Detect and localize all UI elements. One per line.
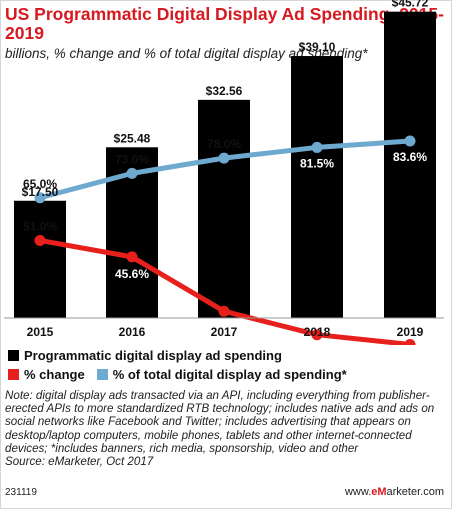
change-label-2015: 51.0%: [23, 219, 57, 233]
x-tick-2016: 2016: [119, 325, 146, 339]
change-label-2017: 27.8%: [207, 321, 241, 335]
share-point-2018: [311, 141, 323, 153]
combo-chart: $17.50 $25.48 $32.56 $39.10 $45.72 65.0% 73.0%…: [4, 0, 444, 345]
chart-id: 231119: [5, 487, 37, 498]
share-point-2016: [126, 167, 138, 179]
legend-swatch-change: [8, 369, 19, 380]
share-point-2017: [218, 152, 230, 164]
share-point-2019: [404, 135, 416, 147]
x-tick-2015: 2015: [27, 325, 54, 339]
change-point-2019: [404, 338, 416, 345]
x-tick-2017: 2017: [211, 325, 238, 339]
legend-row-2: % change % of total digital display ad s…: [8, 365, 448, 384]
brand-rest: arketer.com: [386, 486, 444, 498]
legend-label-bar: Programmatic digital display ad spending: [24, 348, 282, 363]
x-tick-labels: 2015 2016 2017 2018 2019: [27, 325, 424, 339]
bar-2015: [14, 200, 66, 318]
brand-link[interactable]: www.eMarketer.com: [345, 486, 444, 498]
source-text: Source: eMarketer, Oct 2017: [5, 455, 154, 469]
legend-label-share: % of total digital display ad spending*: [112, 367, 347, 382]
x-tick-2018: 2018: [304, 325, 331, 339]
chart-title: US Programmatic Digital Display Ad Spend…: [5, 4, 444, 43]
share-label-2017: 78.0%: [207, 137, 241, 151]
legend: Programmatic digital display ad spending…: [8, 346, 448, 384]
legend-item-share: % of total digital display ad spending*: [96, 367, 347, 382]
bar-label-2017: $32.56: [206, 84, 243, 98]
brand-prefix: www.: [344, 486, 372, 498]
bars-layer: [14, 11, 436, 319]
change-point-2017: [218, 305, 230, 317]
bar-2019: [384, 11, 436, 319]
brand-em: eM: [371, 486, 387, 498]
labels-layer: $17.50 $25.48 $32.56 $39.10 $45.72 65.0% 73.0%…: [22, 0, 429, 345]
legend-label-change: % change: [24, 367, 85, 382]
legend-swatch-bar: [8, 350, 19, 361]
chart-note: Note: digital display ads transacted via…: [5, 389, 445, 468]
change-point-2015: [34, 234, 46, 246]
share-label-2015: 65.0%: [23, 177, 57, 191]
legend-item-change: % change: [8, 367, 85, 382]
share-label-2016: 73.0%: [115, 152, 149, 166]
lines-layer: [34, 135, 416, 345]
note-text: Note: digital display ads transacted via…: [5, 389, 435, 455]
bar-label-2019: $45.72: [392, 0, 429, 10]
change-point-2016: [126, 251, 138, 263]
legend-row-1: Programmatic digital display ad spending: [8, 346, 448, 365]
bar-2017: [198, 99, 250, 319]
bar-label-2016: $25.48: [114, 131, 151, 145]
legend-swatch-share: [96, 369, 108, 380]
bar-2018: [291, 56, 343, 318]
x-tick-2019: 2019: [397, 325, 424, 339]
change-point-2018: [311, 329, 323, 341]
bar-label-2018: $39.10: [299, 40, 336, 54]
legend-item-bar: Programmatic digital display ad spending: [8, 348, 282, 363]
change-label-2016: 45.6%: [115, 267, 149, 281]
bar-label-2015: $17.50: [22, 185, 59, 199]
chart-subtitle: billions, % change and % of total digita…: [5, 46, 368, 61]
share-point-2015: [34, 192, 46, 204]
share-label-2018: 81.5%: [300, 156, 334, 170]
share-label-2019: 83.6%: [393, 150, 427, 164]
